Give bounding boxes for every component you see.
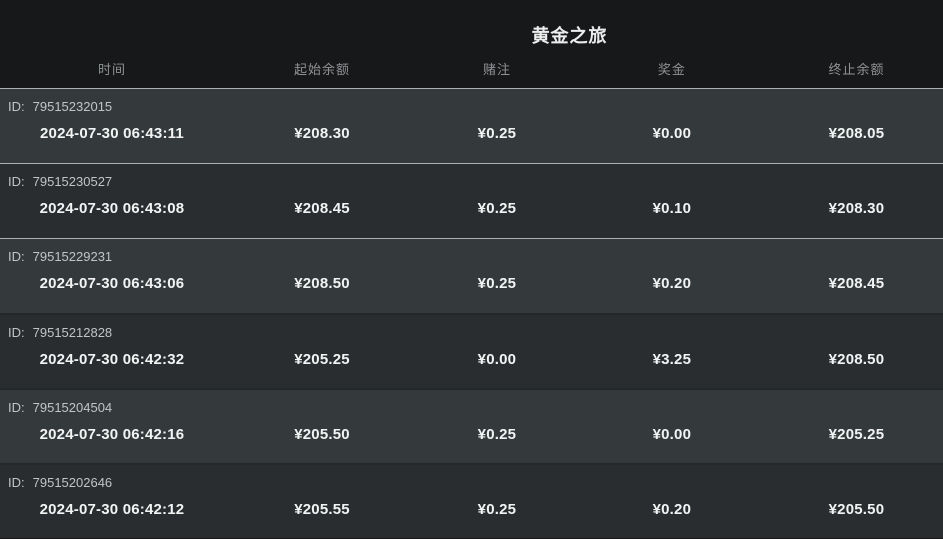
column-header-prize: 奖金 (657, 62, 686, 77)
round-id: ID: 79515232015 (8, 99, 112, 114)
column-header-end-balance: 终止余额 (828, 62, 885, 77)
cell-bet: ¥0.25 (477, 125, 517, 142)
cell-start-balance: ¥208.45 (294, 200, 350, 217)
row-values: 2024-07-30 06:43:08 ¥208.45 ¥0.25 ¥0.10 … (0, 200, 943, 217)
round-id: ID: 79515202646 (8, 475, 112, 490)
row-values: 2024-07-30 06:42:12 ¥205.55 ¥0.25 ¥0.20 … (0, 501, 943, 518)
cell-time: 2024-07-30 06:42:32 (39, 351, 185, 368)
round-id-label: ID: (8, 400, 25, 415)
table-header-row: 时间 起始余额 赌注 奖金 终止余额 (0, 59, 943, 78)
round-id-value: 79515230527 (32, 174, 113, 189)
table-row[interactable]: ID: 79515230527 2024-07-30 06:43:08 ¥208.… (0, 163, 943, 238)
cell-bet: ¥0.25 (477, 275, 517, 292)
round-id-label: ID: (8, 325, 25, 340)
round-id: ID: 79515230527 (8, 174, 112, 189)
round-id: ID: 79515212828 (8, 325, 112, 340)
history-table: ID: 79515232015 2024-07-30 06:43:11 ¥208.… (0, 88, 943, 539)
cell-prize: ¥0.20 (652, 275, 692, 292)
cell-time: 2024-07-30 06:42:12 (39, 501, 185, 518)
cell-prize: ¥3.25 (652, 351, 692, 368)
cell-prize: ¥0.10 (652, 200, 692, 217)
row-values: 2024-07-30 06:43:11 ¥208.30 ¥0.25 ¥0.00 … (0, 125, 943, 142)
cell-prize: ¥0.20 (652, 501, 692, 518)
round-id-label: ID: (8, 475, 25, 490)
cell-start-balance: ¥205.50 (294, 426, 350, 443)
column-header-bet: 赌注 (482, 62, 511, 77)
round-id: ID: 79515229231 (8, 249, 112, 264)
table-row[interactable]: ID: 79515212828 2024-07-30 06:42:32 ¥205.… (0, 313, 943, 388)
cell-bet: ¥0.25 (477, 426, 517, 443)
round-id-value: 79515204504 (32, 400, 113, 415)
cell-prize: ¥0.00 (652, 426, 692, 443)
round-id-label: ID: (8, 99, 25, 114)
cell-start-balance: ¥208.30 (294, 125, 350, 142)
cell-start-balance: ¥205.25 (294, 351, 350, 368)
cell-end-balance: ¥205.50 (828, 501, 885, 518)
cell-end-balance: ¥208.45 (828, 275, 885, 292)
cell-end-balance: ¥208.05 (828, 125, 885, 142)
cell-end-balance: ¥205.25 (828, 426, 885, 443)
row-values: 2024-07-30 06:42:16 ¥205.50 ¥0.25 ¥0.00 … (0, 426, 943, 443)
round-id-value: 79515232015 (32, 99, 113, 114)
round-id-label: ID: (8, 249, 25, 264)
column-header-start-balance: 起始余额 (294, 62, 351, 77)
cell-time: 2024-07-30 06:43:06 (39, 275, 185, 292)
cell-end-balance: ¥208.30 (828, 200, 885, 217)
cell-bet: ¥0.00 (477, 351, 517, 368)
column-header-time: 时间 (97, 62, 126, 77)
cell-prize: ¥0.00 (652, 125, 692, 142)
round-id-value: 79515212828 (32, 325, 113, 340)
cell-time: 2024-07-30 06:43:11 (40, 125, 184, 142)
table-row[interactable]: ID: 79515204504 2024-07-30 06:42:16 ¥205.… (0, 388, 943, 463)
header: 黄金之旅 时间 起始余额 赌注 奖金 终止余额 (0, 0, 943, 88)
round-id: ID: 79515204504 (8, 400, 112, 415)
table-row[interactable]: ID: 79515202646 2024-07-30 06:42:12 ¥205.… (0, 463, 943, 538)
cell-time: 2024-07-30 06:43:08 (39, 200, 185, 217)
cell-bet: ¥0.25 (477, 200, 517, 217)
cell-time: 2024-07-30 06:42:16 (39, 426, 185, 443)
page-title: 黄金之旅 (531, 26, 608, 46)
cell-start-balance: ¥205.55 (294, 501, 350, 518)
round-id-value: 79515202646 (32, 475, 113, 490)
cell-bet: ¥0.25 (477, 501, 517, 518)
table-row[interactable]: ID: 79515229231 2024-07-30 06:43:06 ¥208.… (0, 238, 943, 313)
round-id-value: 79515229231 (32, 249, 113, 264)
table-row[interactable]: ID: 79515232015 2024-07-30 06:43:11 ¥208.… (0, 88, 943, 163)
round-id-label: ID: (8, 174, 25, 189)
row-values: 2024-07-30 06:43:06 ¥208.50 ¥0.25 ¥0.20 … (0, 275, 943, 292)
cell-end-balance: ¥208.50 (828, 351, 885, 368)
cell-start-balance: ¥208.50 (294, 275, 350, 292)
row-values: 2024-07-30 06:42:32 ¥205.25 ¥0.00 ¥3.25 … (0, 351, 943, 368)
